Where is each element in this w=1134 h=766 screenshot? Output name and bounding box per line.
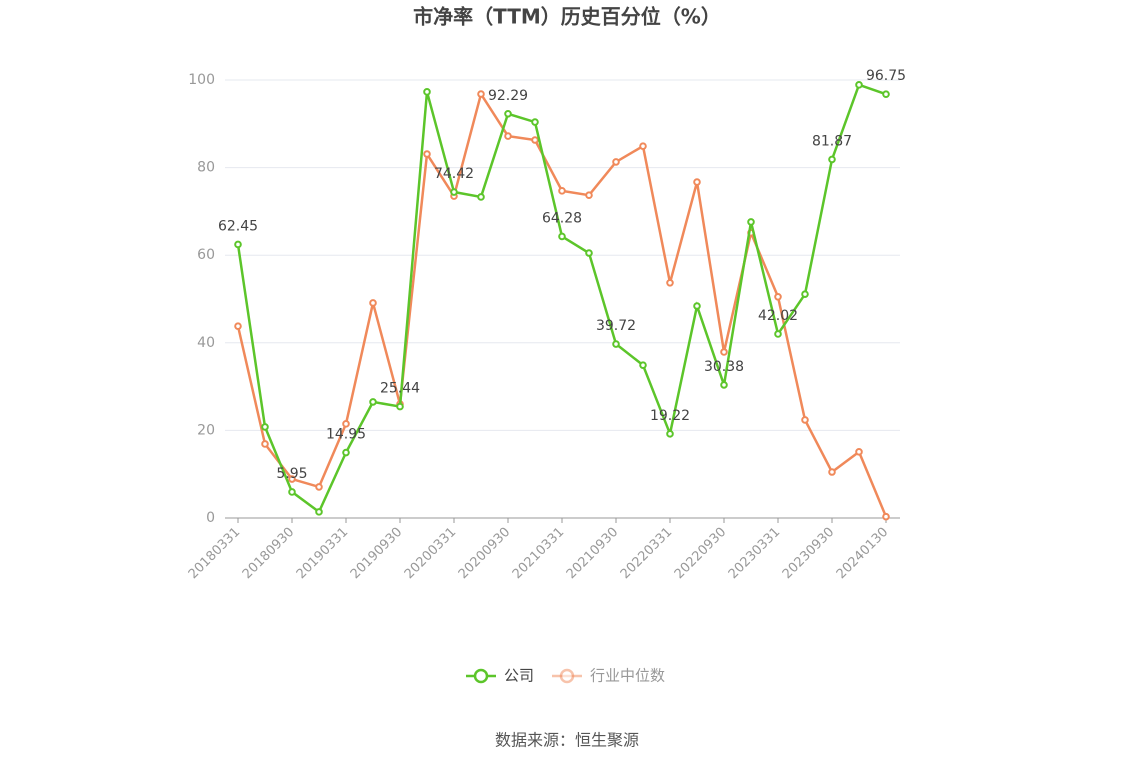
point	[342, 448, 350, 457]
point	[423, 88, 431, 96]
x-tick-label: 20200930	[456, 525, 513, 582]
point	[531, 136, 539, 144]
point	[693, 302, 701, 310]
point	[774, 293, 782, 301]
x-tick-label: 20240130	[834, 525, 891, 582]
data-label: 14.95	[326, 427, 366, 443]
point	[828, 468, 836, 476]
point	[612, 340, 620, 348]
point	[855, 448, 863, 456]
point	[801, 416, 809, 424]
point	[504, 109, 512, 118]
point	[396, 402, 404, 411]
x-tick-label: 20210930	[564, 525, 621, 582]
point	[261, 440, 269, 448]
point	[477, 90, 485, 98]
y-tick-label: 80	[197, 160, 215, 176]
point	[720, 381, 728, 389]
data-label: 25.44	[380, 381, 420, 397]
point	[531, 118, 539, 126]
point	[720, 348, 728, 356]
x-tick-label: 20220930	[672, 525, 729, 582]
point	[666, 430, 674, 438]
x-tick-label: 20220331	[618, 525, 675, 582]
legend-item: 公司	[466, 667, 534, 685]
data-label: 42.02	[758, 308, 798, 324]
y-tick-label: 100	[188, 72, 215, 88]
point	[423, 150, 431, 158]
data-label: 39.72	[596, 318, 636, 334]
data-label: 92.29	[488, 88, 528, 104]
data-label: 19.22	[650, 408, 690, 424]
legend-label: 行业中位数	[590, 667, 665, 685]
point	[315, 483, 323, 491]
point	[288, 488, 296, 496]
point	[558, 232, 566, 241]
x-tick-label: 20180930	[240, 525, 297, 582]
point	[477, 193, 485, 201]
x-tick-label: 20190331	[294, 525, 351, 582]
point	[639, 361, 647, 369]
data-label: 74.42	[434, 166, 474, 182]
y-tick-label: 40	[197, 335, 215, 351]
point	[612, 158, 620, 166]
point	[558, 187, 566, 195]
x-tick-label: 20180331	[186, 525, 243, 582]
x-tick-label: 20230331	[726, 525, 783, 582]
point	[261, 423, 269, 431]
point	[693, 178, 701, 186]
point	[504, 132, 512, 140]
y-tick-label: 60	[197, 247, 215, 263]
point	[639, 142, 647, 150]
point	[369, 299, 377, 307]
legend-label: 公司	[504, 667, 534, 685]
point	[234, 322, 242, 330]
data-label: 5.95	[276, 466, 307, 482]
point	[666, 278, 674, 287]
point	[882, 512, 890, 521]
x-tick-label: 20230930	[780, 525, 837, 582]
data-label: 96.75	[866, 68, 906, 84]
point	[315, 508, 323, 516]
series-line	[236, 90, 888, 518]
x-tick-label: 20210331	[510, 525, 567, 582]
y-tick-label: 20	[197, 422, 215, 438]
data-label: 30.38	[704, 359, 744, 375]
x-tick-label: 20190930	[348, 525, 405, 582]
x-tick-label: 20200331	[402, 525, 459, 582]
point	[855, 81, 863, 89]
data-label: 62.45	[218, 218, 258, 234]
data-label: 81.87	[812, 133, 852, 149]
source: 数据来源：恒生聚源	[495, 731, 639, 750]
data-label: 64.28	[542, 210, 582, 226]
point	[342, 420, 350, 428]
legend-marker	[559, 668, 575, 684]
point	[288, 475, 296, 483]
point	[234, 240, 242, 249]
y-tick-label: 0	[206, 510, 215, 526]
point	[828, 155, 836, 164]
point	[882, 90, 890, 99]
point	[585, 249, 593, 257]
legend-item: 行业中位数	[552, 667, 665, 685]
point	[774, 330, 782, 338]
point	[585, 191, 593, 199]
point	[747, 218, 755, 226]
legend-marker	[473, 668, 489, 684]
point	[369, 398, 377, 406]
chart-title: 市净率（TTM）历史百分位（%）	[413, 5, 721, 29]
point	[801, 290, 809, 298]
point	[450, 188, 458, 196]
